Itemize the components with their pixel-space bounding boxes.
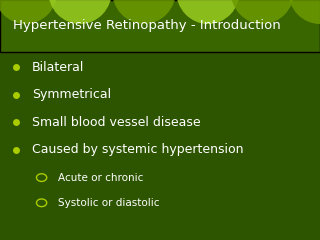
Ellipse shape bbox=[288, 0, 320, 24]
Text: Caused by systemic hypertension: Caused by systemic hypertension bbox=[32, 144, 244, 156]
Text: Bilateral: Bilateral bbox=[32, 61, 84, 74]
Text: Small blood vessel disease: Small blood vessel disease bbox=[32, 116, 201, 129]
Ellipse shape bbox=[230, 0, 294, 24]
Ellipse shape bbox=[0, 0, 58, 24]
Text: Symmetrical: Symmetrical bbox=[32, 88, 111, 101]
Ellipse shape bbox=[48, 0, 112, 24]
Ellipse shape bbox=[176, 0, 240, 24]
Text: Systolic or diastolic: Systolic or diastolic bbox=[58, 198, 159, 208]
Text: Acute or chronic: Acute or chronic bbox=[58, 173, 143, 183]
Ellipse shape bbox=[112, 0, 176, 24]
Text: Hypertensive Retinopathy - Introduction: Hypertensive Retinopathy - Introduction bbox=[13, 19, 281, 32]
FancyBboxPatch shape bbox=[0, 0, 320, 52]
